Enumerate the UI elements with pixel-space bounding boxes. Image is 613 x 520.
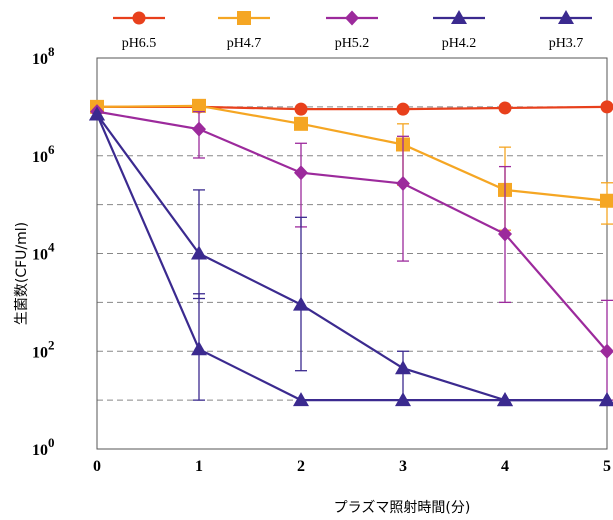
plot-area [96, 57, 608, 450]
data-point [89, 106, 105, 121]
data-point [498, 101, 512, 115]
series-line [96, 104, 608, 202]
data-point [600, 343, 613, 359]
series-pH3.7 [89, 106, 613, 407]
y-tick-label: 106 [32, 142, 55, 166]
y-axis-title: 生菌数(CFU/ml) [14, 222, 30, 325]
grid-lines [97, 106, 607, 401]
legend-marker [237, 11, 251, 25]
data-point [294, 165, 308, 181]
series-pH5.2 [90, 104, 613, 401]
legend-marker [132, 11, 146, 25]
data-point [498, 226, 512, 242]
series-line [96, 113, 607, 402]
data-point [293, 392, 309, 407]
x-axis-title: プラズマ照射時間(分) [334, 500, 471, 516]
series-pH4.2 [89, 106, 613, 407]
axis-ticks: 100 102 104 106 108 0 1 2 3 4 5 [32, 44, 611, 475]
data-point [294, 116, 308, 131]
legend-item: pH4.7 [218, 11, 270, 51]
data-point [600, 100, 613, 114]
legend-item: pH6.5 [113, 11, 165, 51]
data-point [599, 392, 613, 407]
data-point [497, 392, 513, 407]
legend-item: pH3.7 [540, 10, 592, 51]
legend-label: pH5.2 [335, 36, 370, 51]
data-point [395, 392, 411, 407]
legend-item: pH5.2 [326, 10, 378, 51]
y-tick-label: 104 [32, 240, 55, 264]
data-point [192, 98, 206, 113]
legend: pH6.5 pH4.7 pH5.2 pH4.2 pH3.7 [113, 10, 592, 51]
x-tick-label: 5 [603, 458, 611, 475]
legend-marker [558, 10, 574, 24]
legend-marker [451, 10, 467, 24]
x-tick-label: 3 [399, 458, 407, 475]
x-tick-label: 2 [297, 458, 305, 475]
legend-item: pH4.2 [433, 10, 485, 51]
series-line [96, 110, 608, 352]
y-tick-label: 100 [32, 435, 55, 459]
data-point [395, 360, 411, 375]
data-point [192, 121, 206, 137]
data-point [191, 341, 207, 356]
series-pH6.5 [90, 100, 613, 116]
x-tick-label: 1 [195, 458, 203, 475]
series-layer [89, 98, 613, 407]
data-point [294, 102, 308, 116]
data-point [191, 245, 207, 260]
data-point [293, 296, 309, 311]
legend-label: pH3.7 [549, 36, 584, 51]
series-line [95, 114, 607, 402]
data-point [600, 193, 613, 208]
y-tick-label: 102 [32, 337, 55, 361]
data-point [396, 176, 410, 192]
data-point [396, 102, 410, 116]
x-tick-label: 0 [93, 458, 101, 475]
legend-label: pH4.7 [227, 36, 262, 51]
legend-marker [345, 10, 359, 26]
x-tick-label: 4 [501, 458, 509, 475]
legend-label: pH4.2 [442, 36, 477, 51]
y-tick-label: 108 [32, 44, 55, 68]
legend-label: pH6.5 [122, 36, 157, 51]
